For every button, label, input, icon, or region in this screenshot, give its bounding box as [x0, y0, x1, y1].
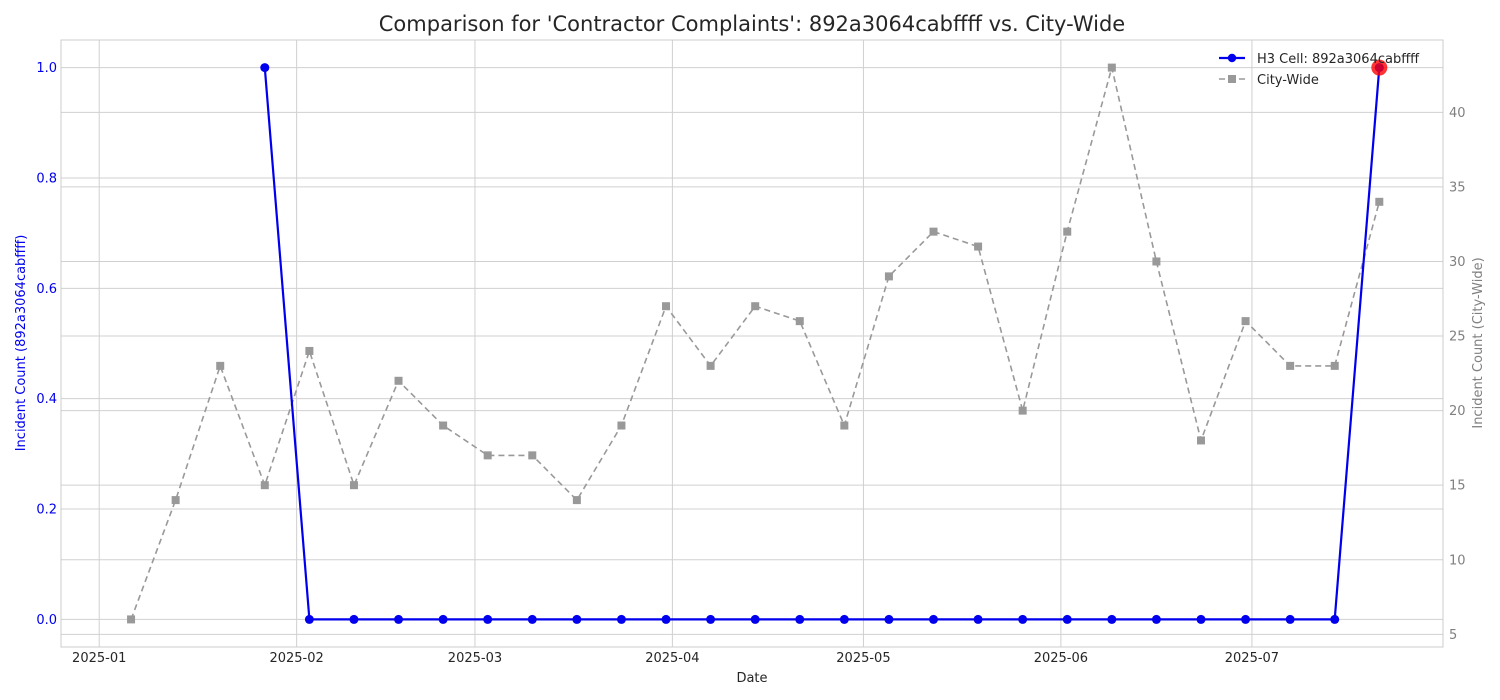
y-axis-left-label: Incident Count (892a3064cabffff) [14, 235, 29, 452]
city-wide-point [127, 615, 136, 624]
city-wide-point [572, 496, 581, 505]
legend-cell-marker [1227, 53, 1237, 63]
h3-cell-point [929, 614, 939, 624]
x-axis-label: Date [736, 671, 767, 686]
h3-cell-point [572, 614, 582, 624]
x-tick-label: 2025-05 [836, 651, 890, 666]
x-tick-label: 2025-01 [72, 651, 126, 666]
h3-cell-point [349, 614, 359, 624]
city-wide-point [795, 317, 804, 326]
y-right-tick-label: 40 [1449, 106, 1466, 121]
legend-city-label: City-Wide [1257, 73, 1319, 88]
city-wide-point [1196, 436, 1205, 445]
city-wide-point [260, 481, 269, 490]
legend-city-marker [1228, 75, 1236, 83]
y-left-tick-label: 0.0 [36, 613, 57, 628]
city-wide-point [1152, 257, 1161, 266]
city-wide-point [1286, 361, 1295, 370]
h3-cell-line [263, 67, 1381, 621]
y-right-tick-label: 5 [1449, 628, 1457, 643]
city-wide-point [1241, 317, 1250, 326]
h3-cell-point [616, 614, 626, 624]
y-left-tick-label: 1.0 [36, 61, 57, 76]
y-right-tick-label: 30 [1449, 255, 1466, 270]
city-wide-point [349, 481, 358, 490]
x-tick-label: 2025-02 [269, 651, 323, 666]
series-city-wide [127, 63, 1384, 624]
y-axis-left: 0.0 0.2 0.4 0.6 0.8 1.0 [36, 61, 57, 628]
city-wide-point [305, 346, 314, 355]
h3-cell-point [973, 614, 983, 624]
city-wide-point [617, 421, 626, 430]
city-wide-point [929, 227, 938, 236]
y-right-tick-label: 15 [1449, 479, 1466, 494]
x-axis: 2025-01 2025-02 2025-03 2025-04 2025-05 2025-… [72, 651, 1279, 666]
y-left-tick-label: 0.8 [36, 171, 57, 186]
x-tick-label: 2025-07 [1225, 651, 1279, 666]
y-left-tick-label: 0.6 [36, 282, 57, 297]
h3-cell-point [1062, 614, 1072, 624]
city-wide-point [1375, 197, 1384, 206]
h3-cell-point [1107, 614, 1117, 624]
y-right-tick-label: 25 [1449, 330, 1466, 345]
h3-cell-point [661, 614, 671, 624]
y-left-tick-label: 0.2 [36, 503, 57, 518]
x-tick-label: 2025-03 [448, 651, 502, 666]
city-wide-point [1330, 361, 1339, 370]
city-wide-point [171, 496, 180, 505]
h3-cell-point [1241, 614, 1251, 624]
x-tick-label: 2025-04 [645, 651, 699, 666]
h3-cell-point [839, 614, 849, 624]
y-right-tick-label: 10 [1449, 553, 1466, 568]
plot-frame [60, 39, 1444, 648]
city-wide-point [394, 376, 403, 385]
city-wide-point [884, 272, 893, 281]
chart-title: Comparison for 'Contractor Complaints': … [379, 12, 1125, 36]
h3-cell-point [1151, 614, 1161, 624]
city-wide-point [483, 451, 492, 460]
y-axis-right: 5 10 15 20 25 30 35 40 [1449, 106, 1466, 643]
grid [61, 40, 1443, 647]
city-wide-point [1063, 227, 1072, 236]
city-wide-point [1018, 406, 1027, 415]
city-wide-point [439, 421, 448, 430]
h3-cell-point [884, 614, 894, 624]
h3-cell-point [304, 614, 314, 624]
h3-cell-point [260, 63, 270, 73]
h3-cell-point [795, 614, 805, 624]
series-h3-cell [260, 59, 1388, 624]
city-wide-point [706, 361, 715, 370]
h3-cell-point [438, 614, 448, 624]
city-wide-point [1107, 63, 1116, 72]
h3-cell-point [750, 614, 760, 624]
city-wide-point [528, 451, 537, 460]
y-axis-right-label: Incident Count (City-Wide) [1471, 257, 1486, 428]
h3-cell-point [1018, 614, 1028, 624]
plot-area [61, 40, 1443, 647]
h3-cell-point [527, 614, 537, 624]
legend-cell-label: H3 Cell: 892a3064cabffff [1257, 52, 1420, 67]
h3-cell-point [394, 614, 404, 624]
legend: H3 Cell: 892a3064cabffff City-Wide [1219, 52, 1420, 88]
city-wide-point [840, 421, 849, 430]
city-wide-point [751, 302, 760, 311]
h3-cell-point [1330, 614, 1340, 624]
x-tick-label: 2025-06 [1034, 651, 1088, 666]
h3-cell-point [1196, 614, 1206, 624]
h3-cell-point [483, 614, 493, 624]
highlight-point [1371, 59, 1388, 76]
y-right-tick-label: 35 [1449, 180, 1466, 195]
city-wide-point [974, 242, 983, 251]
h3-cell-point [1285, 614, 1295, 624]
city-wide-point [216, 361, 225, 370]
y-right-tick-label: 20 [1449, 404, 1466, 419]
h3-cell-point [706, 614, 716, 624]
city-wide-point [662, 302, 671, 311]
y-left-tick-label: 0.4 [36, 392, 57, 407]
